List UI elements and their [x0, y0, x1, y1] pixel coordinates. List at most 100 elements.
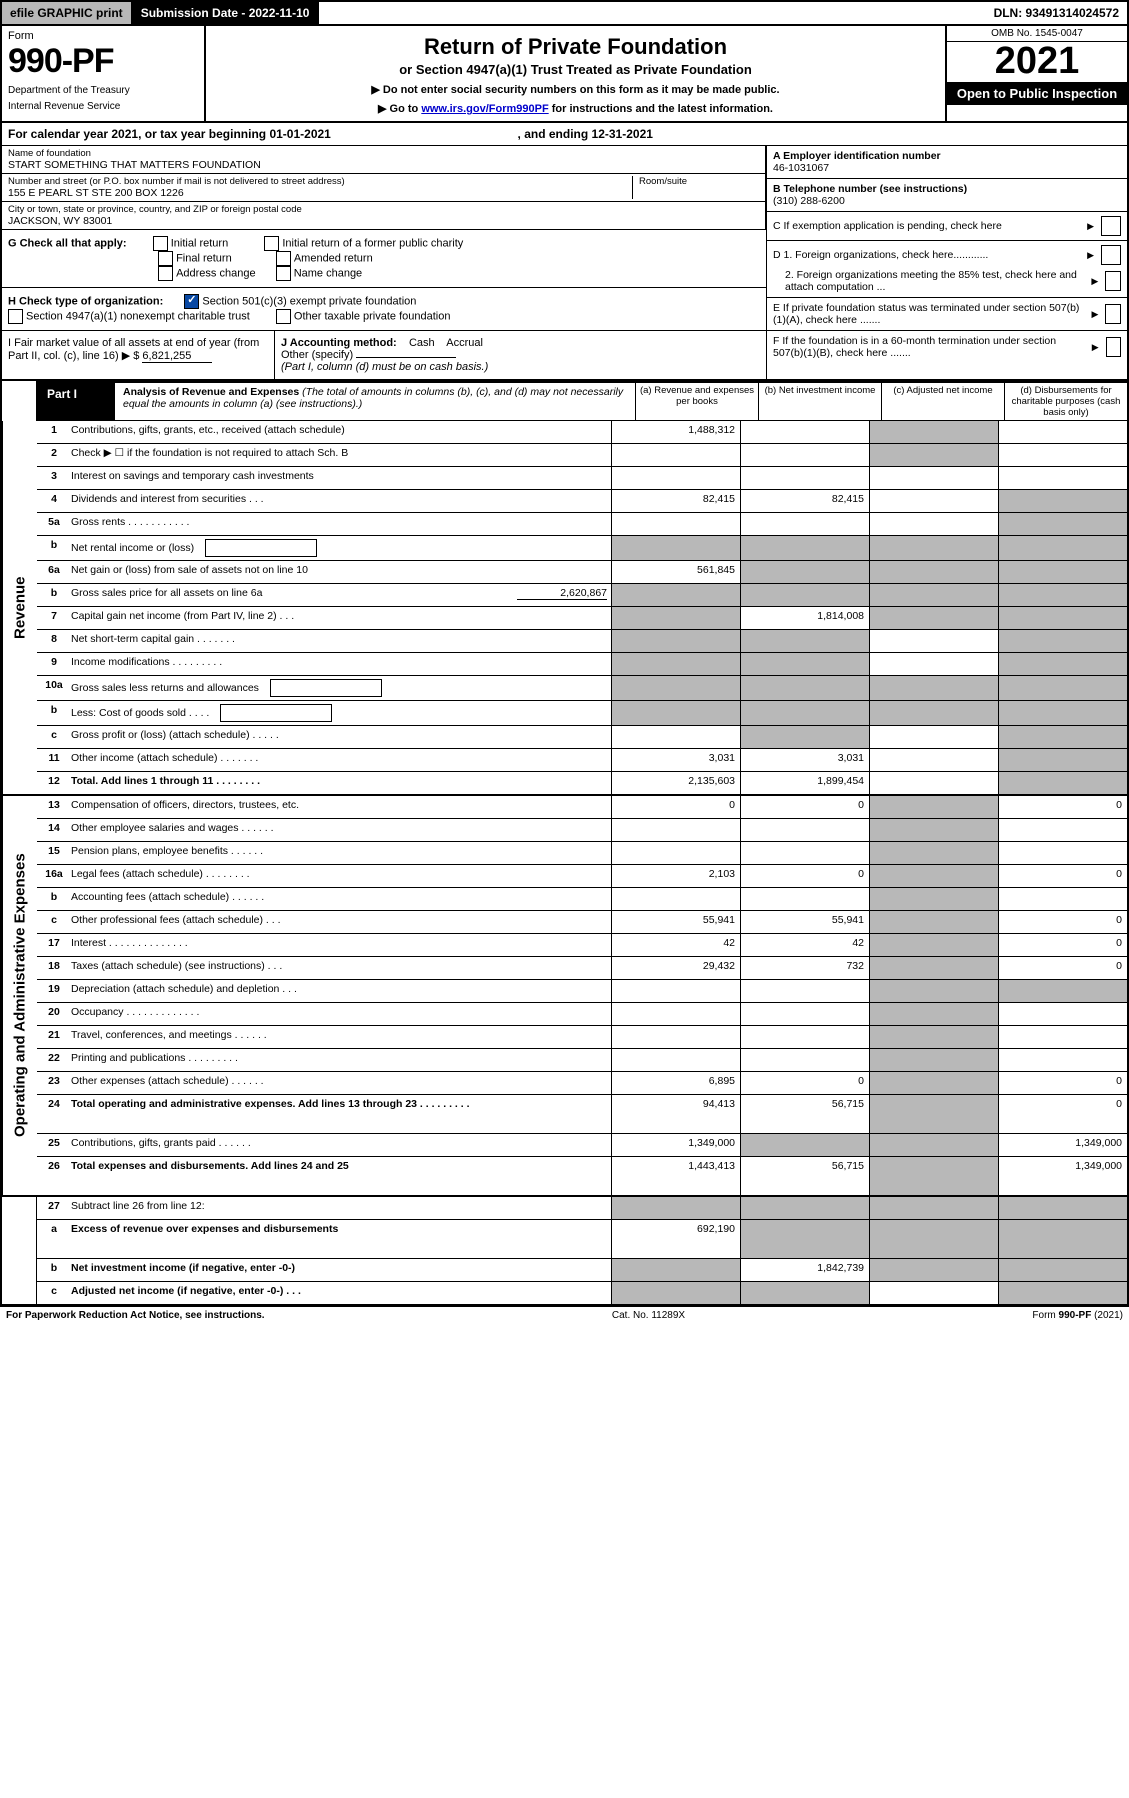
expenses-table: Operating and Administrative Expenses 13…: [0, 796, 1129, 1197]
revenue-rows: 1Contributions, gifts, grants, etc., rec…: [37, 421, 1127, 794]
cell: 56,715: [740, 1157, 869, 1195]
city-label: City or town, state or province, country…: [8, 204, 759, 215]
checkbox-other-taxable[interactable]: [276, 309, 291, 324]
expenses-rows: 13Compensation of officers, directors, t…: [37, 796, 1127, 1195]
topbar-spacer: [319, 2, 985, 24]
checkbox-4947a1[interactable]: [8, 309, 23, 324]
cell: 1,443,413: [611, 1157, 740, 1195]
revenue-table: Revenue 1Contributions, gifts, grants, e…: [0, 421, 1129, 796]
cell: [740, 536, 869, 560]
table-row: 24Total operating and administrative exp…: [37, 1094, 1127, 1133]
cell: 0: [740, 865, 869, 887]
table-row: 3Interest on savings and temporary cash …: [37, 466, 1127, 489]
cell: [869, 490, 998, 512]
checkbox-final-return[interactable]: [158, 251, 173, 266]
cell: 0: [998, 911, 1127, 933]
footer-mid: Cat. No. 11289X: [612, 1310, 685, 1321]
checkbox-initial-former[interactable]: [264, 236, 279, 251]
table-row: 26Total expenses and disbursements. Add …: [37, 1156, 1127, 1195]
cell: 2,135,603: [611, 772, 740, 794]
open-to-public: Open to Public Inspection: [947, 82, 1127, 106]
cell: [998, 467, 1127, 489]
table-row: 16aLegal fees (attach schedule) . . . . …: [37, 864, 1127, 887]
cell: [869, 584, 998, 606]
line-desc: Capital gain net income (from Part IV, l…: [71, 607, 611, 629]
cell: [998, 513, 1127, 535]
cell: [869, 1003, 998, 1025]
table-row: 5aGross rents . . . . . . . . . . .: [37, 512, 1127, 535]
cell: [869, 421, 998, 443]
line-desc: Gross rents . . . . . . . . . . .: [71, 513, 611, 535]
cell: [869, 911, 998, 933]
table-row: 21Travel, conferences, and meetings . . …: [37, 1025, 1127, 1048]
line-desc: Other employee salaries and wages . . . …: [71, 819, 611, 841]
identity-right: A Employer identification number 46-1031…: [766, 146, 1127, 379]
checkbox-c[interactable]: [1101, 216, 1121, 236]
cell: [869, 1095, 998, 1133]
identity-grid: Name of foundation START SOMETHING THAT …: [0, 146, 1129, 381]
line-desc: Total. Add lines 1 through 11 . . . . . …: [71, 772, 611, 794]
cell: [869, 865, 998, 887]
line-desc: Net short-term capital gain . . . . . . …: [71, 630, 611, 652]
line-desc: Gross sales less returns and allowances: [71, 676, 611, 700]
cell: [998, 561, 1127, 583]
checkbox-d2[interactable]: [1105, 271, 1121, 291]
cell: [611, 513, 740, 535]
form990pf-link[interactable]: www.irs.gov/Form990PF: [421, 103, 548, 115]
i-block: I Fair market value of all assets at end…: [2, 331, 275, 379]
cell: [869, 676, 998, 700]
g-block: G Check all that apply: Initial return I…: [2, 229, 766, 287]
line-desc: Subtract line 26 from line 12:: [71, 1197, 611, 1219]
line-desc: Interest . . . . . . . . . . . . . .: [71, 934, 611, 956]
cell: [869, 467, 998, 489]
efile-print-button[interactable]: efile GRAPHIC print: [2, 2, 133, 24]
cell: [998, 630, 1127, 652]
cell: 0: [740, 796, 869, 818]
cell: 42: [740, 934, 869, 956]
line-num: 11: [37, 749, 71, 771]
cell: [998, 1197, 1127, 1219]
table-row: 13Compensation of officers, directors, t…: [37, 796, 1127, 818]
checkbox-name-change[interactable]: [276, 266, 291, 281]
table-row: bNet investment income (if negative, ent…: [37, 1258, 1127, 1281]
checkbox-d1[interactable]: [1101, 245, 1121, 265]
checkbox-amended[interactable]: [276, 251, 291, 266]
cell: 55,941: [740, 911, 869, 933]
line-desc: Check ▶ ☐ if the foundation is not requi…: [71, 444, 611, 466]
cell: [740, 676, 869, 700]
table-row: cOther professional fees (attach schedul…: [37, 910, 1127, 933]
line-num: c: [37, 911, 71, 933]
cell: [998, 1259, 1127, 1281]
form-header: Form 990-PF Department of the Treasury I…: [0, 26, 1129, 123]
checkbox-e[interactable]: [1105, 304, 1121, 324]
checkbox-f[interactable]: [1106, 337, 1121, 357]
cell: [869, 842, 998, 864]
cell: [611, 842, 740, 864]
checkbox-initial-return[interactable]: [153, 236, 168, 251]
line-desc: Gross sales price for all assets on line…: [71, 584, 611, 606]
checkbox-address-change[interactable]: [158, 266, 173, 281]
cell: [998, 421, 1127, 443]
cell: [611, 653, 740, 675]
j-other: Other (specify): [281, 349, 353, 361]
line-num: 3: [37, 467, 71, 489]
cell: [740, 630, 869, 652]
cell: 82,415: [740, 490, 869, 512]
line-num: 19: [37, 980, 71, 1002]
cell: [740, 701, 869, 725]
checkbox-501c3[interactable]: [184, 294, 199, 309]
period-pre: For calendar year 2021, or tax year begi…: [8, 127, 269, 141]
address-label: Number and street (or P.O. box number if…: [8, 176, 632, 187]
line-desc: Income modifications . . . . . . . . .: [71, 653, 611, 675]
line-desc: Other expenses (attach schedule) . . . .…: [71, 1072, 611, 1094]
cell: 1,349,000: [998, 1134, 1127, 1156]
cell: [740, 1134, 869, 1156]
part1-header-row: Part I Analysis of Revenue and Expenses …: [0, 381, 1129, 421]
g-label: G Check all that apply:: [8, 237, 127, 249]
period-begin: 01-01-2021: [269, 127, 330, 141]
i-prefix: ▶ $: [122, 350, 140, 362]
col-a-head: (a) Revenue and expenses per books: [635, 383, 758, 420]
subtract-rows: 27Subtract line 26 from line 12:aExcess …: [37, 1197, 1127, 1304]
cell: [611, 980, 740, 1002]
cell: [998, 676, 1127, 700]
